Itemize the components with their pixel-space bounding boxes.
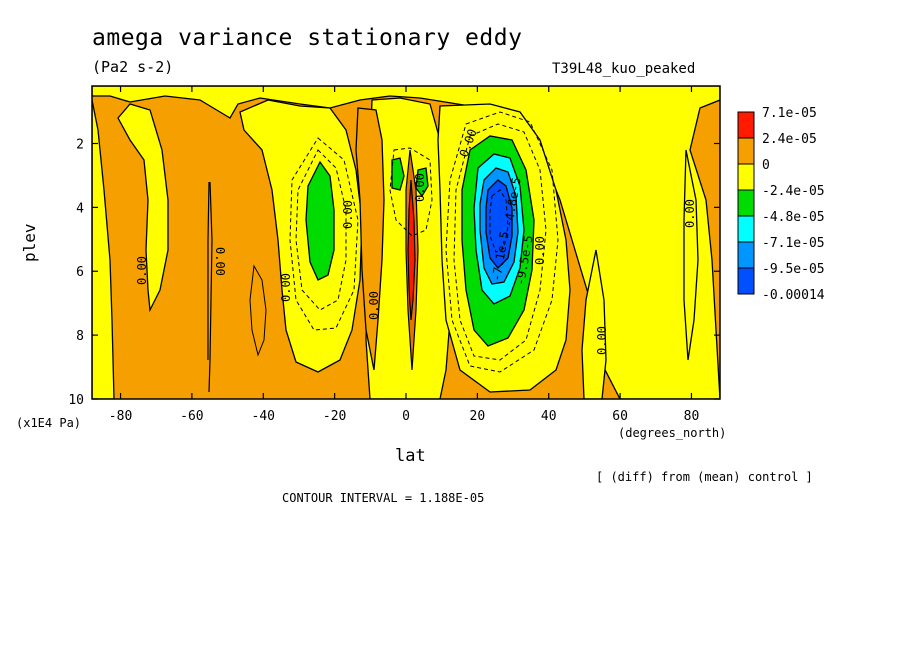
legend-label: -9.5e-05 xyxy=(762,262,825,277)
contour-label: 0.00 xyxy=(413,173,427,202)
field-blue-nh-core xyxy=(485,179,513,269)
field-yellow-sh-lobe xyxy=(239,99,363,373)
y-axis-units: (x1E4 Pa) xyxy=(16,416,82,430)
legend-label: -4.8e-05 xyxy=(762,210,825,225)
field-yellow-left-strip xyxy=(92,99,115,399)
plot-area xyxy=(92,86,720,399)
contour-label: 0.00 xyxy=(683,199,697,228)
field-orange-tongue xyxy=(355,107,385,371)
dashed-contour-eq xyxy=(389,147,433,237)
dashed-contour-sh-2 xyxy=(289,137,359,331)
field-green-sh xyxy=(305,160,335,281)
x-axis: -80 -60 -40 -20 0 20 40 60 80 xyxy=(109,86,699,424)
contour-interval: CONTOUR INTERVAL = 1.188E-05 xyxy=(282,491,485,505)
y-tick-label: 6 xyxy=(76,265,84,280)
field-green-eq-small-2 xyxy=(415,167,429,198)
legend-label: -7.1e-05 xyxy=(762,236,825,251)
x-axis-label: lat xyxy=(395,446,426,466)
x-tick-label: 40 xyxy=(541,409,557,424)
x-tick-label: 80 xyxy=(684,409,700,424)
contour-label: 0.00 xyxy=(595,326,609,355)
legend-label: 2.4e-05 xyxy=(762,132,817,147)
legend-swatch xyxy=(737,163,755,191)
contour-label: 0.00 xyxy=(341,200,355,229)
field-yellow-left-lobe xyxy=(117,103,169,313)
legend-label: -0.00014 xyxy=(762,288,825,303)
x-tick-label: -40 xyxy=(252,409,275,424)
y-tick-label: 4 xyxy=(76,201,84,216)
legend-label: -2.4e-05 xyxy=(762,184,825,199)
legend-swatch xyxy=(737,267,755,295)
diff-note: [ (diff) from (mean) control ] xyxy=(596,470,813,484)
field-yellow-mid-strip xyxy=(581,249,607,399)
contour-label: 0.00 xyxy=(135,256,149,285)
y-tick-label: 8 xyxy=(76,329,84,344)
y-tick-label: 2 xyxy=(76,137,84,152)
x-tick-label: -20 xyxy=(323,409,346,424)
legend-label: 7.1e-05 xyxy=(762,106,817,121)
x-axis-units: (degrees_north) xyxy=(618,426,727,440)
legend-swatch xyxy=(737,111,755,139)
field-green-eq-small xyxy=(391,157,405,191)
dashed-contour-nh-inner xyxy=(489,189,509,253)
contour-label: 0.00 xyxy=(213,247,227,276)
chart-title: amega variance stationary eddy xyxy=(92,25,523,51)
legend-swatch xyxy=(737,189,755,217)
x-tick-label: 20 xyxy=(470,409,486,424)
legend-swatch xyxy=(737,215,755,243)
y-axis: 2 4 6 8 10 xyxy=(68,137,720,408)
contour-line-1 xyxy=(207,181,213,393)
chart-units: (Pa2 s-2) xyxy=(92,58,174,76)
x-tick-label: -60 xyxy=(180,409,203,424)
y-tick-label: 10 xyxy=(68,393,84,408)
x-tick-label: 0 xyxy=(402,409,410,424)
run-name: T39L48_kuo_peaked xyxy=(552,61,696,77)
field-red-eq xyxy=(407,179,416,321)
x-tick-label: -80 xyxy=(109,409,132,424)
dashed-contour-sh xyxy=(295,149,347,311)
legend-swatch xyxy=(737,241,755,269)
x-tick-label: 60 xyxy=(612,409,628,424)
legend-swatch xyxy=(737,137,755,165)
contour-label: 0.00 xyxy=(367,291,381,320)
field-yellow-right-strip xyxy=(683,149,699,361)
contour-line-2 xyxy=(249,264,267,357)
contour-label: 0.00 xyxy=(533,236,547,265)
dashed-contour-nh-2 xyxy=(445,111,559,373)
contour-label: 0.00 xyxy=(279,273,293,302)
color-legend: 7.1e-05 2.4e-05 0 -2.4e-05 -4.8e-05 -7.1e-05 -… xyxy=(737,106,825,303)
legend-label: 0 xyxy=(762,158,770,173)
dashed-contour-nh-1 xyxy=(453,123,547,361)
